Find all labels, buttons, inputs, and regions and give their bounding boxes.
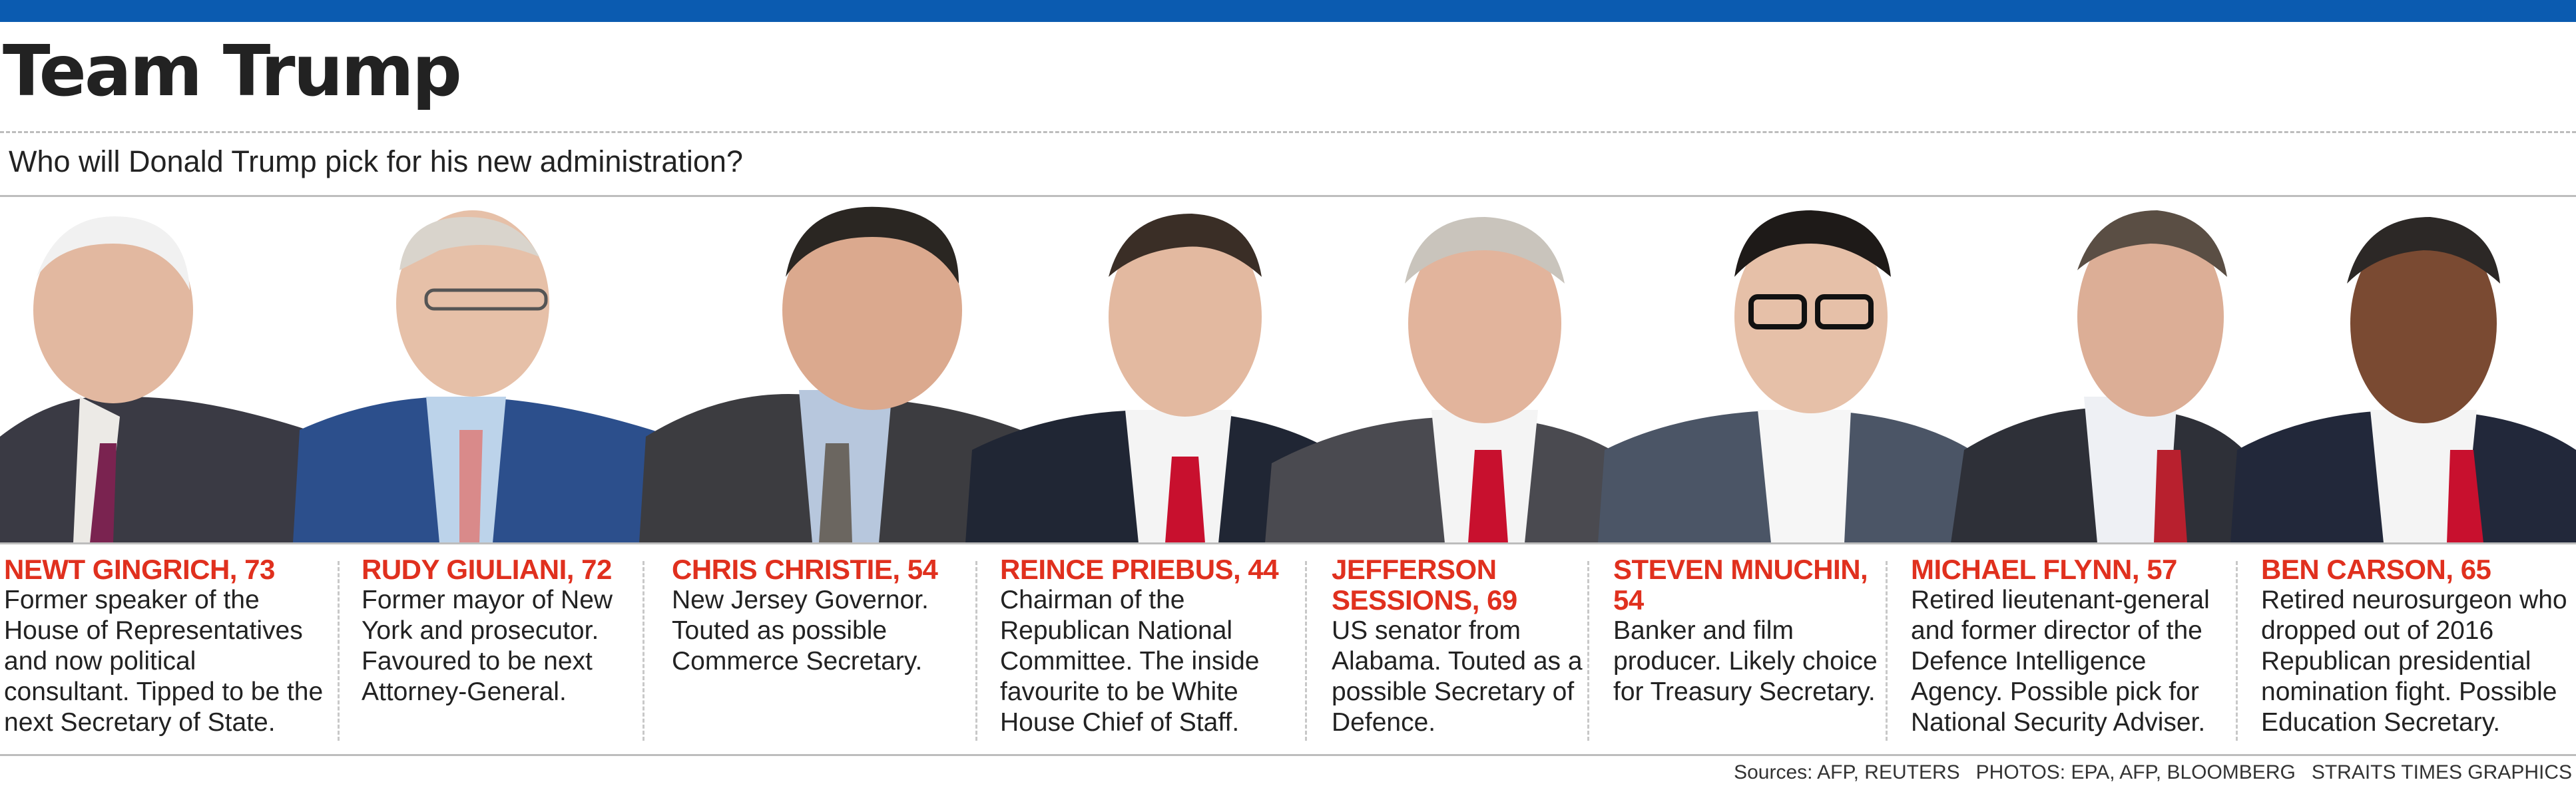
column-divider [643, 561, 644, 741]
profile-gingrich: NEWT GINGRICH, 73 Former speaker of the … [4, 554, 324, 747]
profile-giuliani: RUDY GIULIANI, 72 Former mayor of New Yo… [362, 554, 628, 747]
divider [0, 542, 2576, 544]
profile-name: RUDY GIULIANI, 72 [362, 554, 612, 585]
profile-carson: BEN CARSON, 65 Retired neurosurgeon who … [2261, 554, 2574, 747]
credits-line: Sources: AFP, REUTERS PHOTOS: EPA, AFP, B… [1718, 761, 2572, 785]
portrait-gingrich [0, 216, 346, 543]
profile-description: Retired neurosurgeon who dropped out of … [2261, 586, 2567, 737]
column-divider [338, 561, 340, 741]
page-title: Team Trump [3, 31, 462, 112]
profile-description: Chairman of the Republican National Comm… [1000, 586, 1260, 737]
portrait-flynn [1951, 210, 2244, 543]
profile-name: JEFFERSON SESSIONS, 69 [1332, 554, 1517, 616]
portrait-christie [639, 206, 1052, 543]
column-divider [1886, 561, 1888, 741]
profile-name: MICHAEL FLYNN, 57 [1911, 554, 2177, 585]
profile-christie: CHRIS CHRISTIE, 54 New Jersey Governor. … [672, 554, 978, 747]
sources-credit: Sources: AFP, REUTERS [1734, 761, 1960, 783]
graphics-credit: STRAITS TIMES GRAPHICS [2311, 761, 2572, 783]
profile-description: New Jersey Governor. Touted as possible … [672, 586, 929, 676]
profile-name: BEN CARSON, 65 [2261, 554, 2491, 585]
profile-description: Former mayor of New York and prosecutor.… [362, 586, 613, 706]
profile-description: Banker and film producer. Likely choice … [1613, 616, 1878, 706]
profile-description: Former speaker of the House of Represent… [4, 586, 324, 737]
top-accent-bar [0, 0, 2576, 22]
profile-name: CHRIS CHRISTIE, 54 [672, 554, 938, 585]
portrait-giuliani [293, 210, 672, 543]
portrait-sessions [1265, 217, 1611, 543]
column-divider [2236, 561, 2238, 741]
profile-flynn: MICHAEL FLYNN, 57 Retired lieutenant-gen… [1911, 554, 2237, 747]
photos-credit: PHOTOS: EPA, AFP, BLOOMBERG [1975, 761, 2296, 783]
column-divider [975, 561, 977, 741]
profile-description: US senator from Alabama. Touted as a pos… [1332, 616, 1583, 737]
profile-name: NEWT GINGRICH, 73 [4, 554, 275, 585]
subtitle: Who will Donald Trump pick for his new a… [9, 144, 743, 178]
profile-mnuchin: STEVEN MNUCHIN, 54 Banker and film produ… [1613, 554, 1880, 747]
portrait-priebus [965, 214, 1318, 543]
profile-name: REINCE PRIEBUS, 44 [1000, 554, 1279, 585]
profile-priebus: REINCE PRIEBUS, 44 Chairman of the Repub… [1000, 554, 1313, 747]
dashed-divider [0, 131, 2576, 133]
column-divider [1305, 561, 1307, 741]
portrait-mnuchin [1598, 210, 1971, 543]
portrait-strip [0, 197, 2576, 543]
profile-description: Retired lieutenant-general and former di… [1911, 586, 2210, 737]
portrait-carson [2230, 217, 2576, 543]
divider [0, 195, 2576, 197]
profile-sessions: JEFFERSON SESSIONS, 69 US senator from A… [1332, 554, 1585, 747]
profile-name: STEVEN MNUCHIN, 54 [1613, 554, 1868, 616]
divider [0, 754, 2576, 756]
column-divider [1587, 561, 1589, 741]
